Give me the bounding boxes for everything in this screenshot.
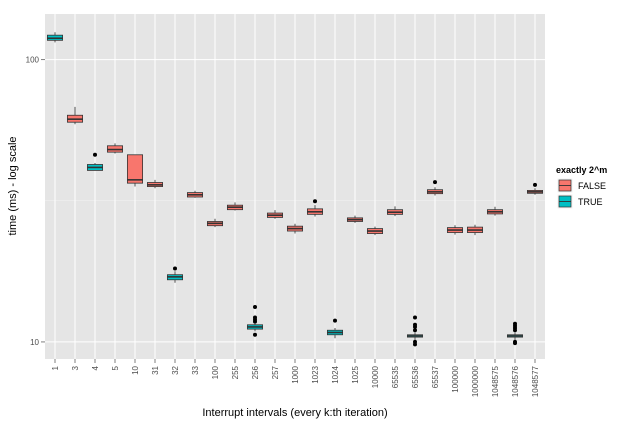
x-tick-label: 65537 [431, 365, 440, 388]
legend-label-false: FALSE [578, 181, 606, 191]
x-tick-label: 1 [51, 365, 60, 370]
box-iqr [127, 154, 144, 184]
outlier-point [413, 339, 417, 344]
outlier-point [173, 266, 177, 271]
x-tick-label: 255 [231, 365, 240, 379]
grid-layer [45, 14, 545, 359]
x-tick-label: 1048576 [511, 365, 520, 397]
x-tick-label: 1000000 [471, 365, 480, 397]
x-axis-label: Interrupt intervals (every k:th iteratio… [202, 407, 387, 419]
y-axis-label: time (ms) - log scale [7, 136, 19, 235]
x-tick-label: 5 [111, 365, 120, 370]
y-tick-label: 10 [30, 338, 39, 347]
outlier-point [313, 199, 317, 204]
outlier-point [253, 315, 257, 320]
x-tick-label: 1025 [351, 365, 360, 383]
x-tick-label: 65536 [411, 365, 420, 388]
x-tick-label: 1023 [311, 365, 320, 383]
x-tick-label: 33 [191, 365, 200, 374]
x-tick-label: 1048575 [491, 365, 500, 397]
x-tick-label: 65535 [391, 365, 400, 388]
outlier-point [433, 180, 437, 185]
outlier-point [333, 318, 337, 323]
outlier-point [413, 322, 417, 327]
x-tick-label: 31 [151, 365, 160, 374]
outlier-point [413, 328, 417, 333]
legend: exactly 2^m FALSE TRUE [556, 165, 607, 210]
outlier-point [253, 332, 257, 337]
y-tick-label: 100 [26, 56, 40, 65]
axis-layer: 10 100 1 3 4 5 10 31 32 33 100 255 256 257 1000 1023 102… [26, 56, 540, 398]
outlier-point [513, 321, 517, 326]
x-tick-label: 256 [251, 365, 260, 379]
outlier-point [533, 182, 537, 187]
x-tick-label: 1048577 [531, 365, 540, 397]
x-tick-label: 4 [91, 365, 100, 370]
x-tick-label: 1000 [291, 365, 300, 383]
x-tick-label: 32 [171, 365, 180, 374]
x-tick-label: 1024 [331, 365, 340, 383]
x-tick-label: 10 [131, 365, 140, 374]
outlier-point [413, 315, 417, 320]
outlier-point [513, 339, 517, 344]
x-tick-label: 10000 [371, 365, 380, 388]
x-tick-label: 257 [271, 365, 280, 379]
legend-label-true: TRUE [578, 197, 603, 207]
legend-title: exactly 2^m [556, 165, 607, 175]
outlier-point [93, 152, 97, 157]
x-tick-label: 3 [71, 365, 80, 370]
box-layer [47, 32, 544, 347]
outlier-point [253, 304, 257, 309]
x-tick-label: 100 [211, 365, 220, 379]
x-tick-label: 100000 [451, 365, 460, 392]
